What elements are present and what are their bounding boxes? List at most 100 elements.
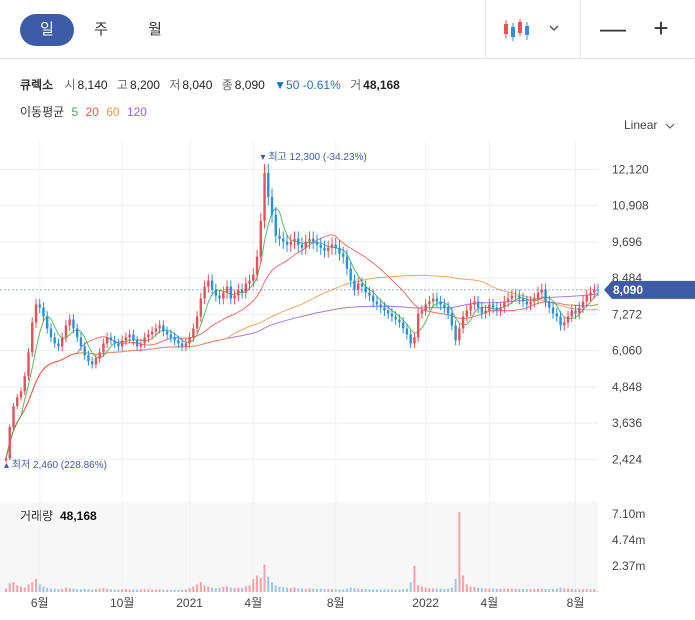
candle-body	[195, 316, 199, 329]
candle-body	[285, 241, 289, 245]
volume-bar	[289, 587, 292, 592]
volume-bar	[458, 511, 461, 592]
volume-bar	[136, 589, 139, 592]
candle-body	[252, 274, 255, 281]
volume-bar	[525, 589, 528, 592]
zoom-out-button[interactable]: —	[600, 13, 626, 43]
volume-bar	[76, 589, 79, 592]
candle-body	[435, 298, 439, 302]
volume-bar	[177, 589, 180, 592]
volume-bar	[218, 587, 221, 592]
candle-body	[188, 337, 191, 344]
x-tick-label: 10월	[110, 596, 134, 610]
candle-body	[454, 325, 457, 341]
volume-bar	[301, 588, 303, 592]
low-label: 저	[169, 78, 181, 92]
volume-bar	[199, 582, 202, 592]
candle-body	[297, 238, 300, 245]
candle-body	[124, 337, 128, 341]
candle-body	[559, 316, 562, 326]
volume-bar	[492, 588, 495, 592]
candle-body	[263, 172, 266, 221]
y-tick-label: 12,120	[612, 162, 649, 176]
volume-bar	[323, 588, 326, 592]
candle-body	[327, 247, 330, 251]
volume-bar	[544, 588, 547, 592]
volume-bar	[113, 589, 116, 592]
volume-bar	[589, 589, 592, 592]
y-tick-label: 3,636	[612, 416, 642, 430]
volume-bar	[510, 588, 513, 592]
x-tick-label: 8월	[567, 596, 585, 610]
volume-bar	[286, 587, 289, 592]
candle-body	[555, 313, 558, 317]
volume-bar	[555, 588, 558, 592]
candlestick-icon[interactable]	[503, 18, 531, 42]
candle-body	[338, 247, 341, 254]
volume-bar	[241, 588, 244, 592]
candle-body	[192, 328, 195, 338]
candle-body	[386, 310, 390, 314]
toolbar-divider	[485, 0, 486, 58]
candle-body	[210, 280, 214, 290]
candle-body	[514, 295, 517, 297]
candle-body	[102, 343, 105, 353]
volume-value: 48,168	[363, 78, 400, 92]
volume-bar	[256, 575, 259, 592]
ma-60-label: 60	[106, 105, 120, 119]
candle-body	[330, 244, 334, 248]
candle-body	[222, 292, 225, 299]
volume-bar	[327, 588, 330, 592]
change-value: ▼50 -0.61%	[274, 78, 341, 92]
zoom-in-button[interactable]: +	[653, 13, 669, 43]
candle-body	[248, 280, 251, 284]
volume-bar	[46, 587, 49, 592]
volume-panel-bg	[0, 502, 598, 592]
tab-day[interactable]: 일	[20, 14, 74, 46]
price-chart[interactable]: 12,12010,9089,6968,4847,2726,0604,8483,6…	[0, 140, 695, 620]
candle-body	[31, 322, 34, 353]
candle-body	[19, 391, 23, 398]
candle-body	[38, 304, 41, 308]
low-value: 8,040	[182, 78, 213, 92]
candle-body	[79, 337, 83, 347]
candle-body	[540, 289, 543, 293]
candle-body	[499, 307, 502, 311]
volume-bar	[315, 588, 318, 592]
volume-bar	[184, 589, 187, 592]
chevron-down-icon	[665, 123, 675, 129]
candle-body	[267, 172, 270, 197]
candle-body	[563, 322, 566, 326]
candle-body	[525, 301, 529, 305]
tab-month[interactable]: 월	[148, 21, 162, 38]
volume-bar	[345, 588, 348, 592]
volume-bar	[132, 589, 135, 592]
volume-bar	[379, 589, 382, 592]
candle-body	[536, 292, 540, 299]
volume-bar	[447, 588, 450, 592]
volume-bar	[102, 588, 105, 592]
candle-body	[308, 238, 311, 242]
volume-bar	[237, 587, 240, 592]
candle-body	[503, 301, 506, 308]
scale-select[interactable]: Linear	[624, 118, 675, 132]
tab-week[interactable]: 주	[94, 21, 108, 38]
volume-bar	[42, 586, 45, 592]
chevron-down-icon[interactable]	[548, 22, 560, 34]
volume-bar	[57, 589, 60, 592]
candle-body	[446, 307, 450, 314]
volume-bar	[38, 584, 41, 592]
low-marker-label: ▴ 최저 2,460 (228.86%)	[4, 459, 107, 471]
candle-body	[450, 313, 454, 326]
volume-bar	[597, 591, 599, 592]
candle-body	[510, 295, 514, 299]
ma-20-line	[5, 234, 599, 459]
volume-bar	[34, 578, 37, 592]
volume-bar	[207, 586, 210, 592]
candle-body	[375, 301, 379, 305]
candle-body	[371, 295, 375, 302]
candle-body	[270, 196, 274, 215]
close-value: 8,090	[234, 78, 265, 92]
volume-bar	[405, 588, 408, 592]
candle-body	[300, 244, 304, 248]
